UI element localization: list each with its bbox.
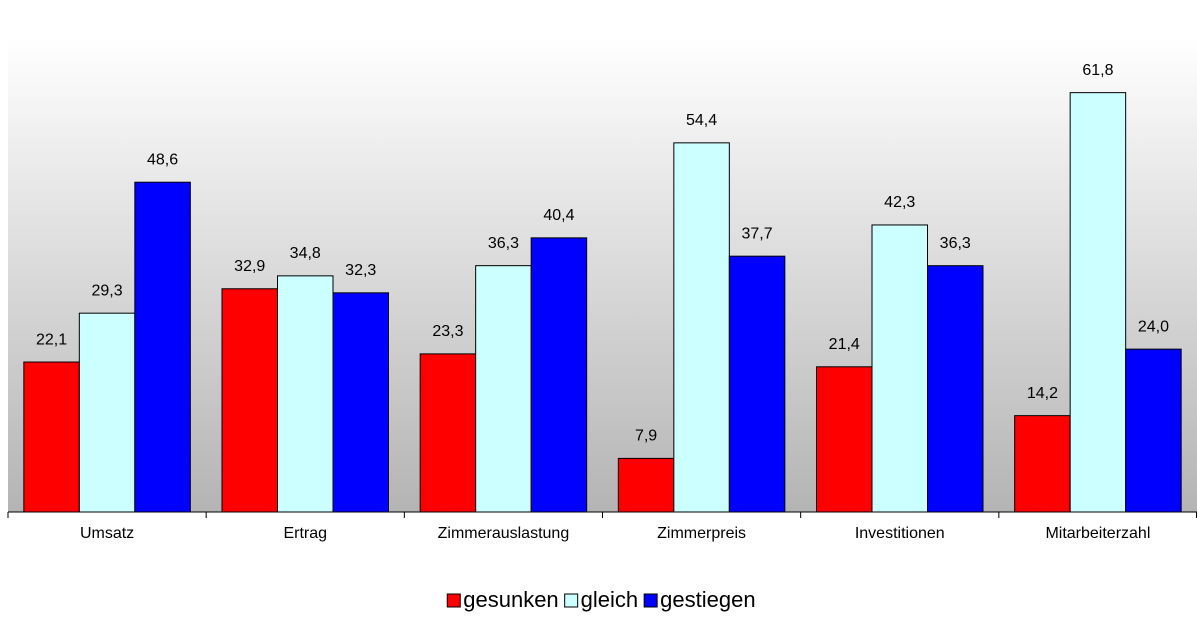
data-label: 34,8	[290, 245, 321, 262]
bar	[617, 457, 675, 513]
data-label: 54,4	[686, 112, 717, 129]
data-label: 23,3	[432, 323, 463, 340]
data-label: 40,4	[543, 207, 574, 224]
data-label: 37,7	[742, 225, 773, 242]
x-tick-label: Zimmerpreis	[657, 525, 746, 542]
legend-swatch	[643, 593, 658, 608]
data-label: 36,3	[940, 235, 971, 252]
legend-label: gesunken	[463, 587, 558, 612]
bar	[927, 265, 984, 513]
bar	[277, 275, 334, 513]
bar	[673, 142, 730, 513]
data-label: 24,0	[1138, 318, 1169, 335]
bar	[134, 181, 191, 513]
plot-area	[8, 37, 1197, 512]
data-label: 29,3	[92, 282, 123, 299]
bar	[728, 255, 786, 513]
bar	[475, 265, 532, 513]
data-label: 32,3	[345, 262, 376, 279]
legend-label: gleich	[581, 587, 638, 612]
legend-swatch	[446, 593, 461, 608]
bar	[1069, 92, 1127, 513]
x-tick-label: Investitionen	[855, 525, 945, 542]
data-label: 14,2	[1027, 385, 1058, 402]
bar	[332, 292, 389, 513]
data-label: 48,6	[147, 151, 178, 168]
bar	[871, 224, 928, 513]
data-label: 42,3	[884, 194, 915, 211]
bar	[78, 312, 136, 513]
bar	[1014, 415, 1071, 513]
x-tick-label: Zimmerauslastung	[438, 525, 570, 542]
data-label: 22,1	[36, 331, 67, 348]
x-tick-label: Umsatz	[80, 525, 134, 542]
bar	[221, 288, 278, 513]
x-tick-label: Mitarbeiterzahl	[1045, 525, 1150, 542]
bar	[1125, 348, 1182, 513]
data-label: 21,4	[829, 336, 860, 353]
x-tick-label: Ertrag	[283, 525, 327, 542]
data-label: 32,9	[234, 258, 265, 275]
data-label: 7,9	[635, 428, 657, 445]
data-label: 36,3	[488, 235, 519, 252]
legend-label: gestiegen	[660, 587, 755, 612]
data-label: 61,8	[1082, 62, 1113, 79]
bar	[419, 353, 477, 513]
bar	[530, 237, 588, 513]
legend-swatch	[564, 593, 579, 608]
bar	[23, 361, 80, 513]
bar	[816, 366, 873, 513]
